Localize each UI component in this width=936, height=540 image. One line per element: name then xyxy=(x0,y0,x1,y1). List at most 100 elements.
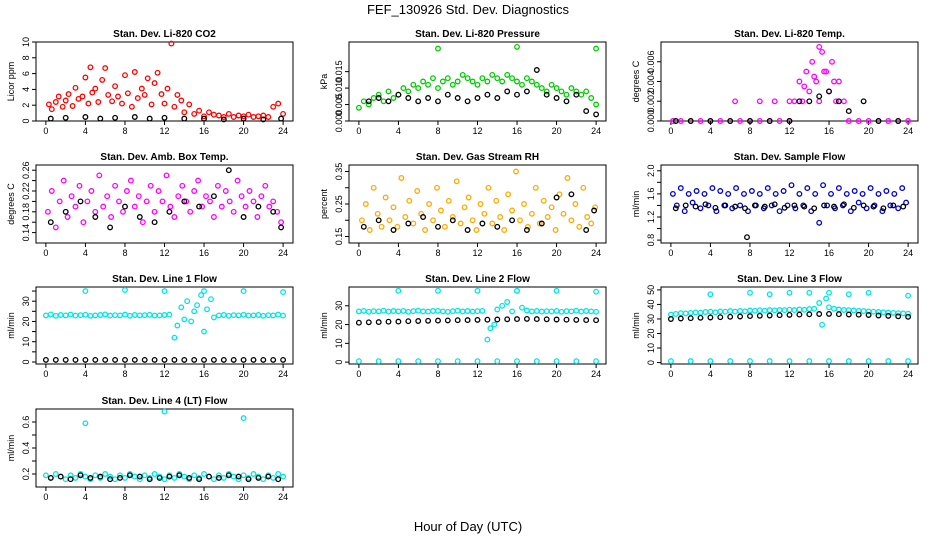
data-point xyxy=(803,68,810,75)
data-point xyxy=(568,191,575,198)
data-point xyxy=(220,114,227,120)
data-point xyxy=(697,118,704,124)
y-tick-label: 4 xyxy=(21,87,31,92)
data-point xyxy=(725,190,732,197)
data-point xyxy=(434,184,440,191)
data-point xyxy=(449,217,456,224)
data-point xyxy=(826,88,832,95)
data-point xyxy=(206,473,212,480)
x-tick-label: 8 xyxy=(122,126,127,136)
y-tick-label: 0.002 xyxy=(646,90,656,113)
x-tick-label: 20 xyxy=(864,369,874,379)
data-point xyxy=(240,311,247,318)
x-tick-label: 0 xyxy=(668,126,673,136)
data-point xyxy=(540,197,547,204)
data-point xyxy=(215,112,222,119)
data-point xyxy=(112,182,119,189)
data-point xyxy=(747,118,753,124)
data-point xyxy=(768,202,775,209)
data-point xyxy=(141,91,148,98)
x-tick-label: 12 xyxy=(159,492,169,502)
data-point xyxy=(786,289,793,296)
data-point xyxy=(494,75,501,82)
data-point xyxy=(672,205,679,212)
x-tick-label: 20 xyxy=(239,248,249,258)
data-point xyxy=(885,118,892,124)
data-point xyxy=(62,114,69,121)
x-tick-label: 24 xyxy=(278,369,288,379)
data-point xyxy=(449,308,456,315)
data-point xyxy=(672,310,679,317)
data-point xyxy=(355,358,362,365)
data-point xyxy=(95,99,102,105)
data-point xyxy=(240,356,247,363)
data-point xyxy=(756,190,763,197)
data-point xyxy=(141,312,148,319)
data-point xyxy=(127,177,134,184)
data-point xyxy=(875,190,882,197)
data-point xyxy=(112,476,119,483)
data-point xyxy=(119,100,125,107)
data-point xyxy=(519,81,525,88)
data-point xyxy=(588,220,595,227)
data-point xyxy=(573,307,580,314)
data-point xyxy=(796,190,803,197)
data-point xyxy=(593,317,600,324)
data-point xyxy=(444,317,451,324)
x-tick-label: 24 xyxy=(903,126,913,136)
data-point xyxy=(786,306,793,313)
data-point xyxy=(771,201,778,208)
x-tick-label: 8 xyxy=(435,369,440,379)
data-point xyxy=(697,205,704,212)
data-point xyxy=(390,308,397,314)
data-point xyxy=(816,43,823,50)
data-point xyxy=(697,314,704,321)
data-point xyxy=(167,203,174,210)
data-point xyxy=(107,476,114,483)
data-point xyxy=(792,205,799,212)
data-point xyxy=(245,476,252,483)
data-point xyxy=(201,288,207,295)
data-point xyxy=(79,93,86,100)
data-point xyxy=(414,188,421,194)
data-point xyxy=(235,473,242,480)
data-point xyxy=(727,313,734,320)
data-point xyxy=(709,185,716,192)
data-point xyxy=(847,208,854,215)
data-point xyxy=(560,210,567,217)
data-point xyxy=(194,302,201,309)
data-point xyxy=(667,316,674,322)
data-point xyxy=(56,198,63,205)
data-point xyxy=(260,476,267,483)
data-point xyxy=(82,420,89,427)
data-point xyxy=(380,307,387,314)
data-point xyxy=(553,316,560,323)
panel-7: Stan. Dev. Line 1 Flow 0 4 8 12 16 20 24 0 10 20 30… xyxy=(6,274,294,379)
data-point xyxy=(278,219,285,226)
data-point xyxy=(796,98,803,105)
data-point xyxy=(265,312,272,319)
data-point xyxy=(481,210,488,217)
data-point xyxy=(179,182,186,189)
x-tick-label: 4 xyxy=(396,126,401,136)
data-point xyxy=(201,328,207,335)
data-point xyxy=(761,203,768,210)
data-point xyxy=(207,198,213,205)
x-tick-label: 12 xyxy=(159,248,169,258)
data-point xyxy=(82,356,89,363)
data-point xyxy=(92,214,99,220)
panel-10: Stan. Dev. Line 4 (LT) Flow 0 4 8 12 16 20 24 0.… xyxy=(6,396,294,502)
plot-frame xyxy=(348,41,607,122)
data-point xyxy=(489,220,496,227)
data-point xyxy=(112,83,119,90)
series-2 xyxy=(672,88,902,124)
data-point xyxy=(494,358,501,365)
x-tick-label: 4 xyxy=(83,126,88,136)
x-tick-label: 12 xyxy=(472,126,482,136)
data-point xyxy=(553,95,560,101)
data-point xyxy=(457,220,464,227)
data-point xyxy=(122,72,128,79)
data-point xyxy=(128,103,135,110)
data-point xyxy=(583,317,590,324)
data-point xyxy=(191,472,198,479)
